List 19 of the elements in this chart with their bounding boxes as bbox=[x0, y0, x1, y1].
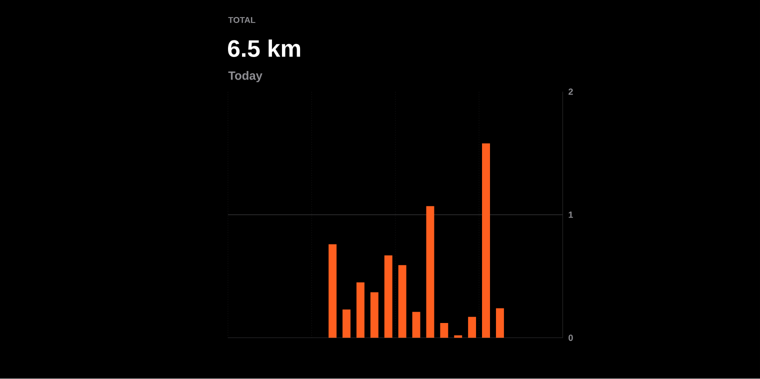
bar bbox=[482, 144, 490, 338]
bar bbox=[468, 317, 476, 338]
y-tick-label: 0 bbox=[568, 334, 573, 342]
bar bbox=[342, 310, 350, 338]
chart-subtitle: 6.5 km bbox=[228, 40, 300, 58]
bar bbox=[370, 292, 378, 338]
bar bbox=[426, 206, 434, 338]
bar bbox=[440, 323, 448, 338]
bar bbox=[384, 256, 392, 338]
bar bbox=[328, 244, 337, 338]
y-tick-label: 2 bbox=[568, 88, 573, 95]
bar bbox=[412, 312, 420, 338]
bar bbox=[454, 335, 462, 338]
bar bbox=[398, 265, 406, 338]
bar bbox=[356, 282, 364, 338]
chart-title: TOTAL bbox=[228, 17, 256, 24]
y-tick-label: 1 bbox=[568, 212, 573, 218]
bar bbox=[496, 308, 504, 338]
text: Today bbox=[228, 71, 262, 82]
